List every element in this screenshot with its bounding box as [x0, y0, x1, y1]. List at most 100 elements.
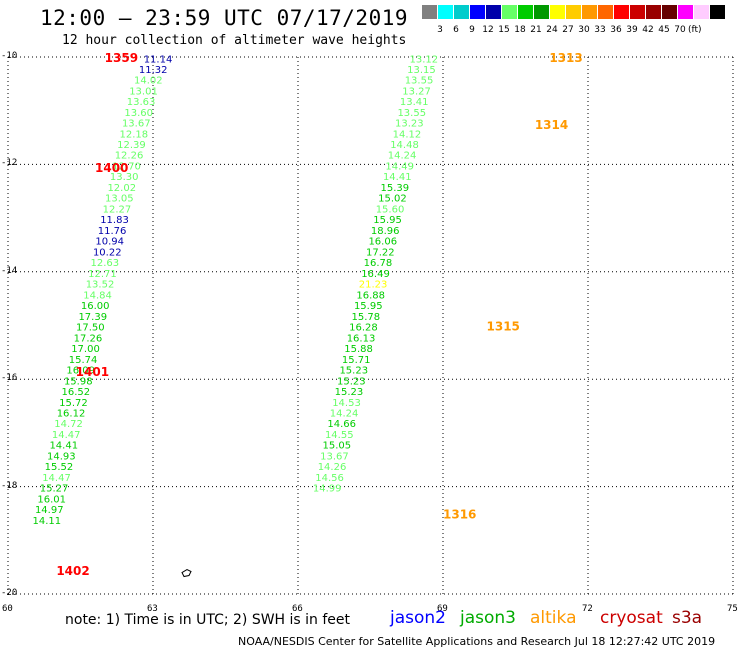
color-scale-label: 70 — [674, 25, 686, 35]
color-swatch — [534, 5, 549, 19]
pass-time-label: 1313 — [549, 51, 582, 65]
swh-value-label: 14.47 — [52, 430, 81, 441]
swh-value-label: 13.60 — [124, 108, 153, 119]
swh-value-label: 12.18 — [120, 129, 149, 140]
x-tick-label: 72 — [582, 604, 593, 614]
swh-value-label: 16.52 — [62, 387, 91, 398]
color-swatch — [678, 5, 693, 19]
swh-value-label: 17.39 — [78, 312, 107, 323]
swh-value-label: 13.67 — [320, 451, 349, 462]
color-swatch — [694, 5, 709, 19]
swh-value-label: 14.24 — [330, 408, 359, 419]
swh-value-label: 12.02 — [107, 183, 136, 194]
swh-value-label: 15.27 — [40, 484, 69, 495]
mission-name-altika: altika — [530, 608, 577, 628]
swh-value-label: 14.53 — [332, 398, 361, 409]
swh-value-label: 16.13 — [347, 333, 376, 344]
y-tick-label: -16 — [1, 373, 18, 384]
color-swatch — [662, 5, 677, 19]
x-tick-label: 60 — [2, 604, 13, 614]
swh-value-label: 12.70 — [112, 161, 141, 172]
pass-time-label: 1315 — [487, 320, 520, 334]
swh-value-label: 16.49 — [361, 269, 390, 280]
swh-value-label: 16.28 — [349, 323, 378, 334]
color-swatch — [710, 5, 725, 19]
color-swatch — [502, 5, 517, 19]
swh-value-label: 13.52 — [86, 280, 115, 291]
swh-value-label: 18.96 — [371, 226, 400, 237]
color-scale-label: 21 — [530, 25, 542, 35]
color-swatch — [598, 5, 613, 19]
swh-value-label: 13.15 — [407, 65, 436, 76]
x-tick-label: 66 — [292, 604, 303, 614]
units-note: note: 1) Time is in UTC; 2) SWH is in fe… — [65, 612, 351, 628]
swh-value-label: 14.56 — [315, 473, 344, 484]
color-swatch — [438, 5, 453, 19]
swh-value-label: 15.88 — [344, 344, 373, 355]
swh-value-label: 14.41 — [383, 172, 412, 183]
swh-value-label: 14.41 — [49, 441, 78, 452]
x-tick-label: 63 — [147, 604, 158, 614]
color-scale-label: 36 — [610, 25, 622, 35]
swh-value-label: 17.00 — [71, 344, 100, 355]
color-swatch — [630, 5, 645, 19]
pass-time-label: 1400 — [95, 161, 128, 175]
swh-value-label: 15.39 — [381, 183, 410, 194]
color-swatch — [566, 5, 581, 19]
swh-value-label: 12.63 — [91, 258, 120, 269]
x-tick-label: 69 — [437, 604, 448, 614]
color-scale-label: 9 — [469, 25, 475, 35]
y-tick-label: -12 — [1, 158, 18, 169]
swh-value-label: 13.27 — [402, 86, 431, 97]
swh-value-label: 14.99 — [313, 484, 342, 495]
color-scale-label: 33 — [594, 25, 606, 35]
swh-value-label: 13.23 — [395, 119, 424, 130]
color-swatch — [646, 5, 661, 19]
swh-value-label: 15.95 — [354, 301, 383, 312]
swh-value-label: 15.95 — [373, 215, 402, 226]
swh-value-label: 13.55 — [397, 108, 426, 119]
swh-value-label: 17.22 — [366, 247, 395, 258]
mission-name-jason3: jason3 — [460, 608, 516, 628]
swh-value-label: 13.63 — [127, 97, 156, 108]
swh-value-label: 14.26 — [318, 462, 347, 473]
chart-title: 12:00 – 23:59 UTC 07/17/2019 — [40, 6, 409, 30]
swh-value-label: 17.50 — [76, 323, 105, 334]
swh-value-label: 14.72 — [54, 419, 83, 430]
swh-value-label: 15.71 — [342, 355, 371, 366]
swh-value-label: 11.14 — [144, 55, 173, 66]
swh-value-label: 11.83 — [100, 215, 129, 226]
swh-value-label: 14.02 — [134, 76, 163, 87]
pass-time-label: 1316 — [443, 507, 476, 521]
swh-value-label: 15.52 — [45, 462, 74, 473]
swh-value-label: 10.22 — [93, 247, 122, 258]
color-scale-unit: (ft) — [688, 25, 702, 35]
swh-value-label: 13.41 — [400, 97, 429, 108]
pass-time-label: 1314 — [535, 118, 568, 132]
swh-value-label: 14.49 — [385, 161, 414, 172]
y-tick-label: -10 — [1, 51, 18, 61]
swh-value-label: 15.05 — [323, 441, 352, 452]
swh-value-label: 15.74 — [69, 355, 98, 366]
color-scale-label: 27 — [562, 25, 574, 35]
swh-value-label: 16.78 — [364, 258, 393, 269]
swh-value-label: 13.12 — [410, 55, 439, 66]
color-scale-label: 3 — [437, 25, 443, 35]
mission-name-jason2: jason2 — [390, 608, 446, 628]
swh-value-label: 15.72 — [59, 398, 88, 409]
swh-value-label: 13.55 — [405, 76, 434, 87]
swh-value-label: 14.84 — [83, 290, 112, 301]
swh-value-label: 15.78 — [352, 312, 381, 323]
color-swatch — [550, 5, 565, 19]
swh-value-label: 16.06 — [368, 237, 397, 248]
color-scale-label: 45 — [658, 25, 670, 35]
swh-value-label: 14.97 — [35, 505, 64, 516]
mission-name-cryosat: cryosat — [600, 608, 663, 628]
mission-name-s3a: s3a — [672, 608, 703, 628]
color-swatch — [518, 5, 533, 19]
pass-time-label: 1401 — [76, 365, 109, 379]
swh-value-label: 16.09 — [66, 366, 95, 377]
swh-value-label: 14.12 — [393, 129, 422, 140]
pass-time-label: 1402 — [56, 564, 89, 578]
